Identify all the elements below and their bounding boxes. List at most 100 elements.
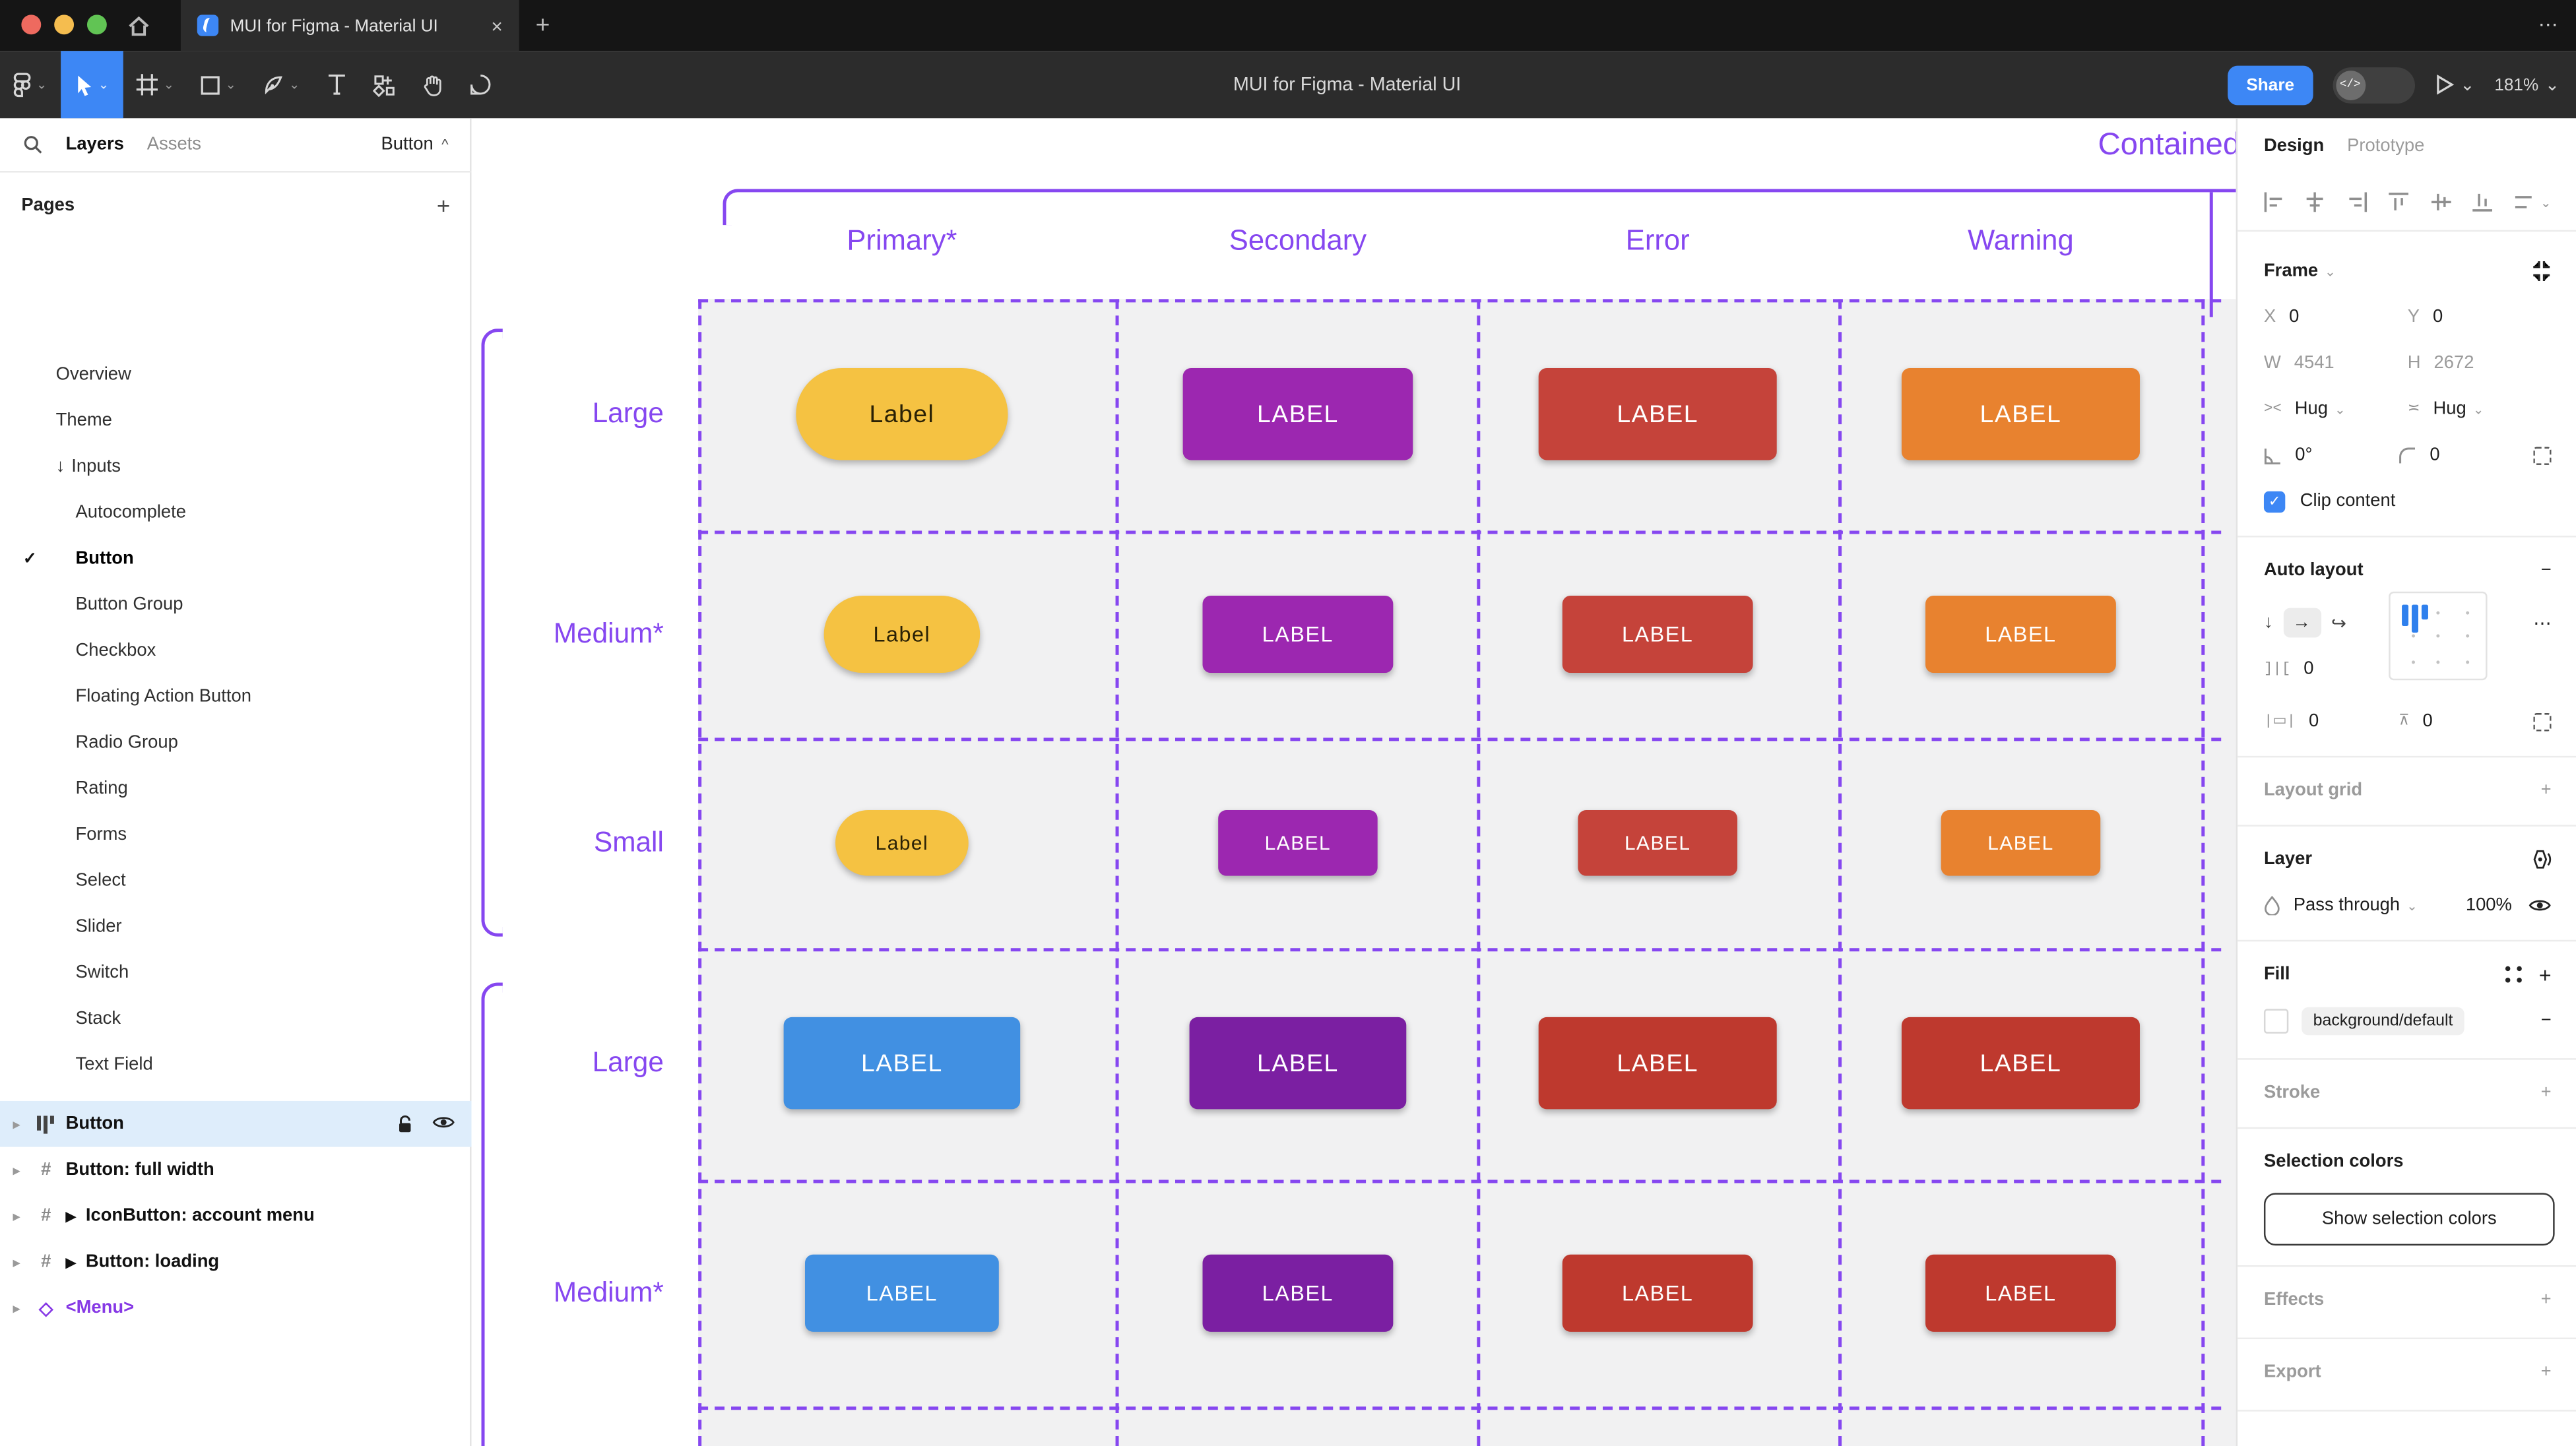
column-header-warning[interactable]: Warning: [1968, 223, 2074, 257]
fill-token[interactable]: background/default: [2302, 1006, 2464, 1035]
row-label[interactable]: Large: [592, 1046, 664, 1079]
align-vertical-center-icon[interactable]: [2430, 192, 2451, 212]
button-variant[interactable]: LABEL: [1901, 367, 2140, 460]
tab-prototype[interactable]: Prototype: [2347, 136, 2425, 156]
independent-padding-icon[interactable]: [2533, 712, 2552, 731]
height-field[interactable]: H 2672: [2407, 353, 2474, 373]
column-header-error[interactable]: Error: [1625, 223, 1690, 257]
page-item-button-group[interactable]: Button Group: [75, 594, 183, 615]
shape-tool-button[interactable]: ⌄: [187, 51, 249, 118]
window-zoom-button[interactable]: [86, 15, 107, 35]
button-variant[interactable]: LABEL: [1925, 595, 2116, 674]
hug-width-dropdown[interactable]: >< Hug ⌄: [2263, 399, 2346, 420]
add-layout-grid-icon[interactable]: +: [2540, 780, 2552, 801]
text-tool-button[interactable]: [313, 51, 359, 118]
frame-section-header[interactable]: Frame: [2263, 261, 2319, 281]
add-fill-icon[interactable]: +: [2538, 962, 2552, 987]
zoom-menu[interactable]: 181% ⌄: [2494, 75, 2560, 94]
width-field[interactable]: W 4541: [2263, 353, 2334, 373]
page-item-rating[interactable]: Rating: [75, 778, 128, 799]
button-variant[interactable]: LABEL: [1941, 810, 2101, 876]
layer-row-iconbutton-account-menu[interactable]: ▸ # ▶ IconButton: account menu: [0, 1193, 472, 1239]
page-item-select[interactable]: Select: [75, 871, 126, 891]
page-item-radio-group[interactable]: Radio Group: [75, 732, 178, 753]
distribute-menu[interactable]: ⌄: [2514, 192, 2552, 212]
button-variant[interactable]: LABEL: [1202, 595, 1394, 674]
row-label[interactable]: Large: [592, 397, 664, 429]
move-tool-button[interactable]: ⌄: [60, 51, 124, 119]
row-label[interactable]: Medium*: [553, 1276, 664, 1308]
button-variant[interactable]: LABEL: [1189, 1017, 1407, 1110]
frame-tool-button[interactable]: ⌄: [124, 51, 187, 118]
button-variant[interactable]: LABEL: [805, 1254, 999, 1332]
button-variant[interactable]: LABEL: [1538, 1017, 1777, 1110]
corner-radius-field[interactable]: 0: [2399, 445, 2533, 465]
resources-tool-button[interactable]: [359, 51, 408, 118]
add-export-icon[interactable]: +: [2540, 1362, 2552, 1382]
canvas[interactable]: Contained Primary* Secondary Error Warni…: [471, 118, 2236, 1446]
layer-row-button-loading[interactable]: ▸ # ▶ Button: loading: [0, 1239, 472, 1285]
button-variant[interactable]: Label: [835, 810, 969, 876]
add-stroke-icon[interactable]: +: [2540, 1083, 2552, 1103]
window-more-icon[interactable]: ⋯: [2538, 13, 2560, 36]
button-variant[interactable]: LABEL: [1202, 1254, 1394, 1332]
align-left-icon[interactable]: [2264, 192, 2284, 212]
page-item-stack[interactable]: Stack: [75, 1009, 121, 1029]
button-variant[interactable]: LABEL: [1218, 810, 1378, 876]
independent-corners-icon[interactable]: [2533, 446, 2552, 464]
add-effect-icon[interactable]: +: [2540, 1290, 2552, 1310]
button-variant[interactable]: Label: [823, 595, 981, 674]
page-item-slider[interactable]: Slider: [75, 916, 122, 937]
opacity-value[interactable]: 100%: [2465, 895, 2512, 916]
hand-tool-button[interactable]: [408, 51, 456, 118]
column-header-primary[interactable]: Primary*: [847, 223, 957, 257]
window-close-button[interactable]: [21, 15, 42, 35]
button-variant[interactable]: LABEL: [1925, 1254, 2116, 1332]
page-item-text-field[interactable]: Text Field: [75, 1055, 153, 1075]
pen-tool-button[interactable]: ⌄: [249, 51, 313, 118]
layer-row-button-full-width[interactable]: ▸ # Button: full width: [0, 1147, 472, 1193]
main-menu-button[interactable]: ⌄: [0, 51, 60, 118]
layout-horizontal-icon[interactable]: →: [2282, 608, 2321, 638]
button-variant[interactable]: LABEL: [1562, 595, 1753, 674]
blend-mode-value[interactable]: Pass through: [2293, 895, 2400, 916]
eye-icon[interactable]: [432, 1114, 455, 1131]
button-variant[interactable]: LABEL: [1562, 1254, 1753, 1332]
tab-layers[interactable]: Layers: [65, 135, 124, 155]
eye-icon[interactable]: [2528, 897, 2552, 914]
button-variant[interactable]: LABEL: [1182, 367, 1413, 460]
button-variant[interactable]: LABEL: [1901, 1017, 2140, 1110]
align-horizontal-center-icon[interactable]: [2305, 192, 2325, 212]
page-item-theme[interactable]: Theme: [55, 410, 112, 431]
page-item-overview[interactable]: Overview: [55, 364, 131, 385]
show-selection-colors-button[interactable]: Show selection colors: [2263, 1193, 2555, 1246]
column-header-secondary[interactable]: Secondary: [1229, 223, 1367, 257]
gap-field[interactable]: ]|[ 0: [2263, 658, 2314, 679]
caret-right-icon[interactable]: ▸: [13, 1162, 20, 1178]
file-title[interactable]: MUI for Figma - Material UI: [1233, 75, 1462, 95]
alignment-widget[interactable]: [2389, 591, 2488, 681]
component-selector[interactable]: Button ^: [381, 135, 449, 154]
tab-assets[interactable]: Assets: [146, 135, 202, 155]
home-tab[interactable]: [115, 0, 161, 51]
unlock-icon[interactable]: [398, 1114, 416, 1134]
page-item-fab[interactable]: Floating Action Button: [75, 687, 251, 707]
collapse-frame-icon[interactable]: [2532, 261, 2552, 281]
window-minimize-button[interactable]: [54, 15, 75, 35]
tab-close-icon[interactable]: ×: [491, 14, 503, 38]
dev-mode-toggle[interactable]: </>: [2332, 66, 2414, 103]
add-page-icon[interactable]: +: [436, 192, 451, 219]
auto-layout-more-icon[interactable]: ⋯: [2533, 613, 2552, 634]
button-variant[interactable]: LABEL: [1578, 810, 1737, 876]
share-button[interactable]: Share: [2228, 65, 2313, 105]
frame-title[interactable]: Contained: [2098, 128, 2236, 163]
remove-auto-layout-icon[interactable]: −: [2540, 560, 2552, 581]
page-item-autocomplete[interactable]: Autocomplete: [75, 503, 187, 523]
button-variant[interactable]: LABEL: [1538, 367, 1777, 460]
fill-color-swatch[interactable]: [2263, 1008, 2289, 1033]
rotation-field[interactable]: 0°: [2264, 445, 2399, 465]
vertical-padding-field[interactable]: ⊼ 0: [2399, 711, 2433, 732]
remove-fill-icon[interactable]: −: [2540, 1010, 2552, 1030]
layout-vertical-icon[interactable]: ↓: [2263, 613, 2273, 633]
